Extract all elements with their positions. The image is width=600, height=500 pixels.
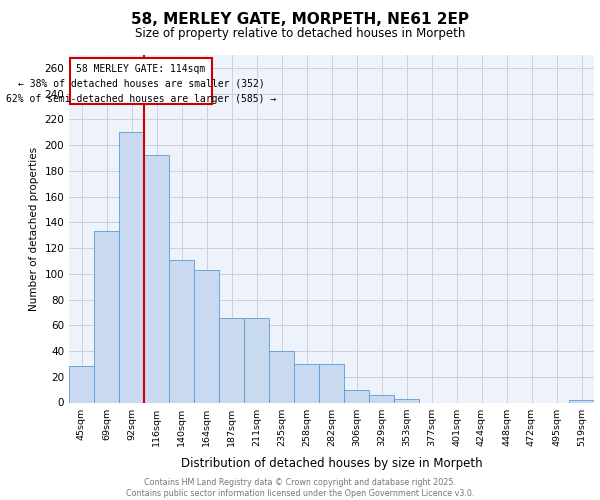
Text: Size of property relative to detached houses in Morpeth: Size of property relative to detached ho… xyxy=(135,28,465,40)
Bar xyxy=(294,364,319,403)
Bar xyxy=(144,156,169,402)
Bar xyxy=(119,132,144,402)
Bar xyxy=(344,390,369,402)
Bar xyxy=(194,270,219,402)
Bar xyxy=(69,366,94,402)
Bar xyxy=(569,400,594,402)
Text: 58, MERLEY GATE, MORPETH, NE61 2EP: 58, MERLEY GATE, MORPETH, NE61 2EP xyxy=(131,12,469,28)
X-axis label: Distribution of detached houses by size in Morpeth: Distribution of detached houses by size … xyxy=(181,457,482,470)
Y-axis label: Number of detached properties: Number of detached properties xyxy=(29,146,39,311)
Text: 62% of semi-detached houses are larger (585) →: 62% of semi-detached houses are larger (… xyxy=(6,94,276,104)
FancyBboxPatch shape xyxy=(70,58,212,104)
Text: Contains HM Land Registry data © Crown copyright and database right 2025.
Contai: Contains HM Land Registry data © Crown c… xyxy=(126,478,474,498)
Bar xyxy=(244,318,269,402)
Bar xyxy=(369,395,394,402)
Bar xyxy=(319,364,344,403)
Bar xyxy=(394,398,419,402)
Bar xyxy=(169,260,194,402)
Bar xyxy=(269,351,294,403)
Bar xyxy=(219,318,244,402)
Text: 58 MERLEY GATE: 114sqm: 58 MERLEY GATE: 114sqm xyxy=(76,64,205,74)
Bar xyxy=(94,232,119,402)
Text: ← 38% of detached houses are smaller (352): ← 38% of detached houses are smaller (35… xyxy=(17,79,264,89)
